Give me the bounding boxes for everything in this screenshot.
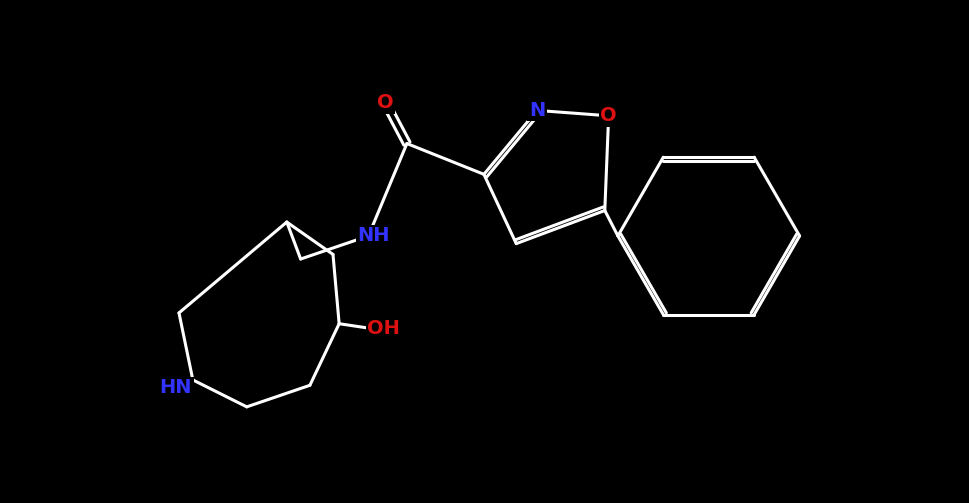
Text: OH: OH — [367, 319, 400, 338]
Text: HN: HN — [160, 378, 192, 397]
Text: N: N — [529, 101, 546, 120]
Text: O: O — [601, 106, 617, 125]
Text: NH: NH — [358, 226, 391, 245]
Text: O: O — [377, 93, 393, 112]
